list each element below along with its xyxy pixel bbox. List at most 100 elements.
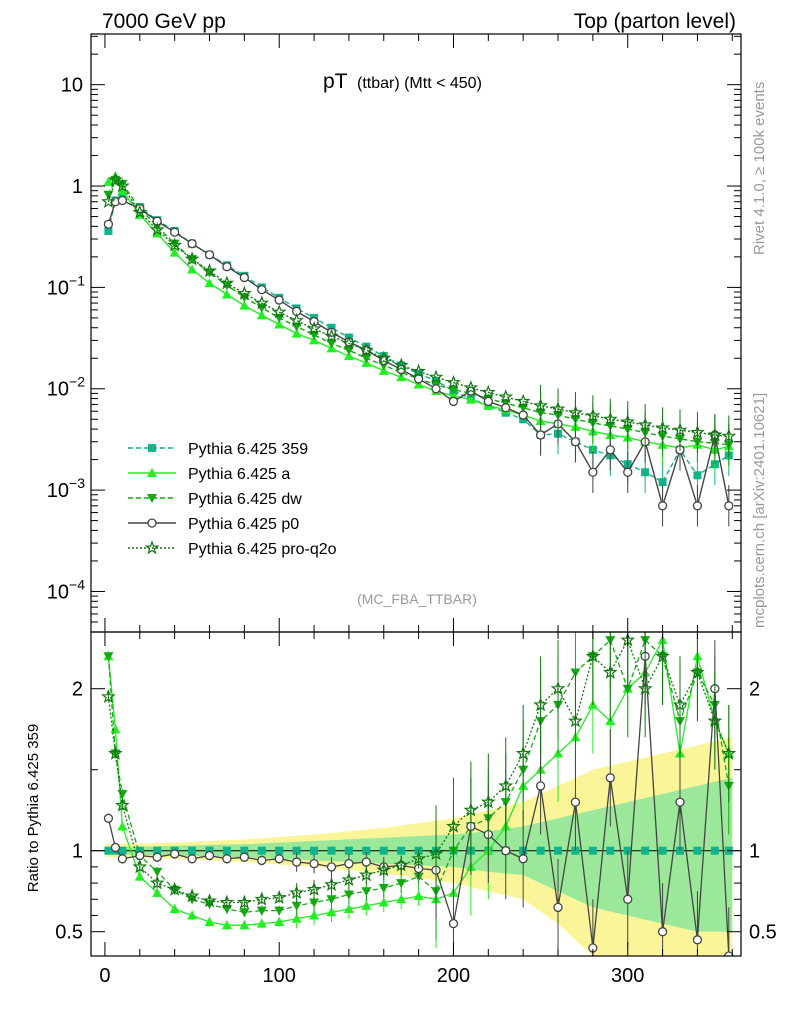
data-point <box>271 890 287 904</box>
data-point <box>104 227 113 236</box>
data-point <box>188 846 197 855</box>
data-point <box>240 846 249 855</box>
data-point <box>690 664 705 679</box>
legend-label: Pythia 6.425 a <box>188 466 290 483</box>
axes: 0 100 200 300 10 1 10−1 10−2 10−3 10−4 0.5 0.5 1 1 2 2 <box>47 33 777 987</box>
data-point <box>672 422 688 437</box>
data-point <box>117 179 128 189</box>
data-point <box>117 854 128 864</box>
x-tick-label: 100 <box>263 965 296 987</box>
data-point <box>257 284 267 295</box>
data-point <box>658 846 667 855</box>
data-point <box>117 790 128 799</box>
data-point <box>675 797 685 807</box>
data-point <box>115 178 130 193</box>
data-point <box>710 846 719 855</box>
data-point <box>169 227 180 237</box>
data-point <box>378 365 389 375</box>
data-point <box>515 745 531 760</box>
ratio-y-tick-label: 2 <box>72 679 83 701</box>
data-point <box>533 697 548 712</box>
data-point <box>518 854 528 864</box>
data-point <box>239 920 250 930</box>
header-left: 7000 GeV pp <box>102 10 226 33</box>
data-point <box>306 321 322 336</box>
data-point <box>306 881 322 896</box>
data-point <box>376 350 392 365</box>
x-tick-label: 200 <box>437 965 470 987</box>
data-point <box>605 773 615 783</box>
data-point <box>692 501 703 511</box>
side-label-top: Rivet 4.1.0, ≥ 100k events <box>751 82 768 255</box>
data-point <box>291 901 302 911</box>
data-point <box>536 846 545 855</box>
data-point <box>324 328 339 343</box>
data-point <box>396 879 407 889</box>
series-line-4 <box>107 178 729 437</box>
y-tick-label: 10 <box>61 75 83 97</box>
y-tick-label: 10−3 <box>47 475 85 502</box>
data-point <box>602 411 618 426</box>
data-point <box>343 904 354 914</box>
legend-entry-4: Pythia 6.425 pro-q2o <box>128 540 337 558</box>
data-point <box>568 713 583 728</box>
x-tick-label: 300 <box>611 965 644 987</box>
data-point <box>535 781 546 791</box>
data-point <box>721 428 737 443</box>
legend-marker <box>147 468 157 477</box>
data-point <box>361 354 372 364</box>
data-point <box>219 894 235 909</box>
data-point <box>239 272 250 283</box>
data-point <box>117 821 128 831</box>
y-tick-label: 1 <box>72 176 83 198</box>
data-point <box>257 846 266 855</box>
data-point <box>431 384 441 394</box>
ratio-series <box>91 632 741 956</box>
data-point <box>110 724 121 734</box>
legend-marker <box>148 444 156 452</box>
data-point <box>655 648 670 663</box>
data-point <box>411 851 426 866</box>
data-point <box>108 172 123 187</box>
data-point <box>550 680 566 696</box>
data-point <box>448 396 459 407</box>
ratio-y-tick-label-right: 2 <box>749 679 760 701</box>
data-point <box>658 478 667 487</box>
legend-marker <box>144 540 160 555</box>
data-point <box>152 867 163 877</box>
data-point <box>343 346 354 356</box>
data-point <box>236 285 252 300</box>
data-point <box>289 885 304 900</box>
ratio-frame <box>90 631 742 957</box>
data-point <box>463 802 479 817</box>
main-series <box>101 171 737 527</box>
data-point <box>393 857 409 872</box>
data-point <box>707 427 723 442</box>
series-1 <box>103 171 734 471</box>
data-point <box>623 894 633 904</box>
analysis-tag: (MC_FBA_TTBAR) <box>357 591 477 607</box>
data-point <box>257 855 267 866</box>
legend-entry-1: Pythia 6.425 a <box>128 466 290 483</box>
data-point <box>655 420 670 435</box>
data-point <box>326 907 337 917</box>
data-point <box>117 185 128 195</box>
data-point <box>428 369 444 384</box>
data-point <box>570 797 581 807</box>
data-point <box>309 335 320 345</box>
data-point <box>362 846 371 855</box>
data-point <box>657 927 668 937</box>
data-point <box>341 872 357 887</box>
data-point <box>622 684 633 694</box>
data-point <box>446 374 461 389</box>
data-point <box>707 713 723 728</box>
data-point <box>187 264 198 274</box>
data-point <box>149 875 165 890</box>
data-point <box>167 237 183 252</box>
data-point <box>498 778 514 793</box>
legend-label: Pythia 6.425 359 <box>188 441 308 458</box>
data-point <box>693 471 702 480</box>
data-point <box>134 871 145 881</box>
uncertainty-band <box>104 737 733 956</box>
data-point <box>101 689 116 704</box>
